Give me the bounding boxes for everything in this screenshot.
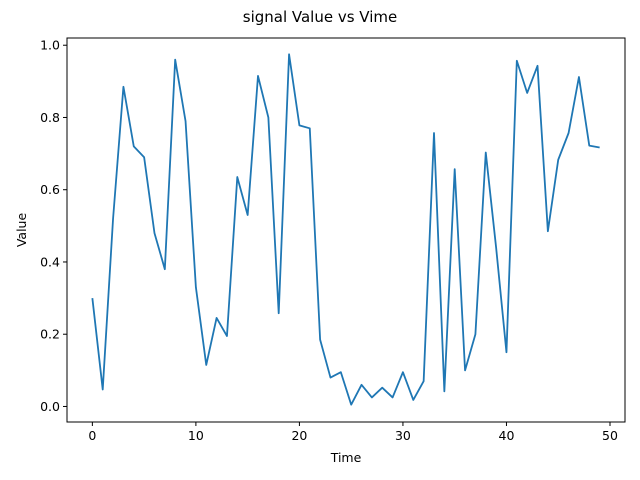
y-axis: 0.0 0.2 0.4 0.6 0.8 1.0 — [40, 38, 67, 414]
x-tick-label: 40 — [499, 428, 515, 443]
y-tick-label: 0.0 — [40, 399, 60, 414]
y-tick-label: 0.4 — [40, 254, 60, 269]
x-axis: 0 10 20 30 40 50 — [88, 422, 618, 443]
y-tick-label: 0.8 — [40, 110, 60, 125]
axes-frame — [66, 37, 626, 423]
y-tick-label: 0.2 — [40, 327, 60, 342]
y-axis-label: Value — [14, 213, 29, 248]
x-axis-label: Time — [330, 450, 362, 465]
series-line-0 — [91, 53, 600, 406]
y-tick-label: 0.6 — [40, 182, 60, 197]
y-tick-label: 1.0 — [40, 38, 60, 53]
x-tick-label: 10 — [188, 428, 204, 443]
x-tick-label: 0 — [88, 428, 96, 443]
x-tick-label: 30 — [395, 428, 411, 443]
plot-area — [91, 53, 600, 406]
x-tick-label: 20 — [291, 428, 307, 443]
x-tick-label: 50 — [602, 428, 618, 443]
chart-title: signal Value vs Vime — [243, 8, 398, 26]
